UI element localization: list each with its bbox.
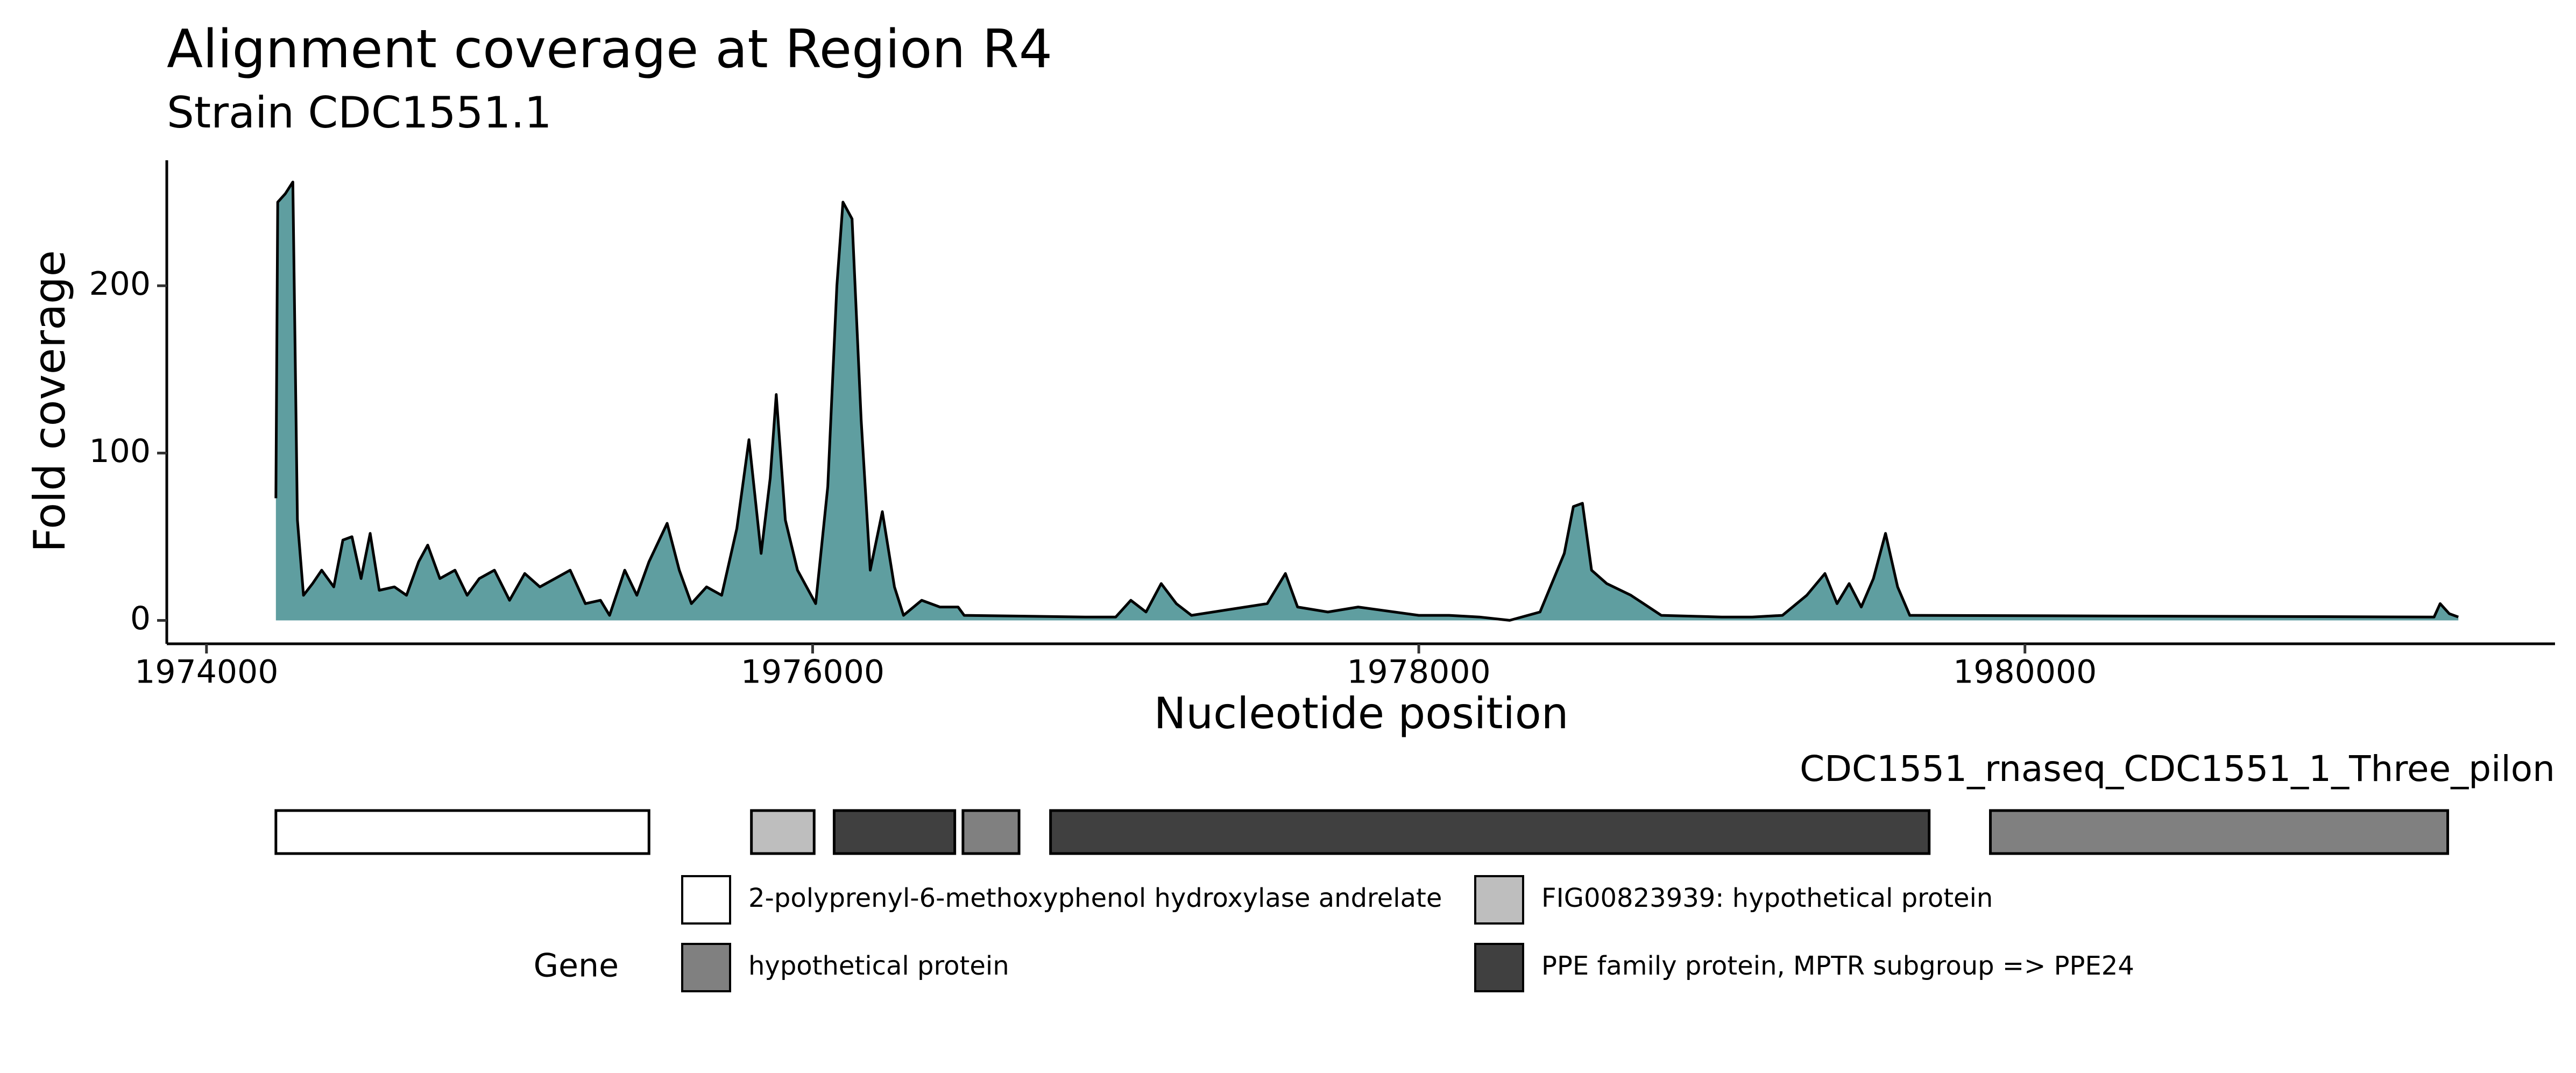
legend-label: PPE family protein, MPTR subgroup => PPE… bbox=[1541, 951, 2134, 981]
x-tick-label: 1978000 bbox=[1347, 653, 1490, 691]
legend-swatch bbox=[1474, 943, 1524, 992]
legend-swatch bbox=[681, 875, 731, 925]
y-tick-label: 0 bbox=[130, 600, 151, 637]
gene bbox=[750, 809, 816, 855]
legend-label: hypothetical protein bbox=[748, 951, 1009, 981]
y-axis-title: Fold coverage bbox=[25, 250, 75, 552]
x-tick-label: 1976000 bbox=[741, 653, 884, 691]
x-tick-label: 1974000 bbox=[135, 653, 278, 691]
x-axis-title: Nucleotide position bbox=[1154, 688, 1569, 738]
legend-swatch bbox=[681, 943, 731, 992]
gene bbox=[1049, 809, 1931, 855]
gene bbox=[1989, 809, 2450, 855]
y-tick-label: 100 bbox=[89, 432, 151, 470]
x-tick-label: 1980000 bbox=[1953, 653, 2097, 691]
legend-swatch bbox=[1474, 875, 1524, 925]
legend-title: Gene bbox=[534, 947, 619, 985]
track-label: CDC1551_rnaseq_CDC1551_1_Three_pilon bbox=[1800, 748, 2555, 790]
coverage-line bbox=[274, 180, 2459, 622]
legend-label: FIG00823939: hypothetical protein bbox=[1541, 883, 1993, 913]
gene bbox=[274, 809, 650, 855]
y-tick-label: 200 bbox=[89, 265, 151, 303]
gene bbox=[961, 809, 1021, 855]
chart-title: Alignment coverage at Region R4 bbox=[167, 19, 1052, 80]
gene bbox=[832, 809, 957, 855]
legend-label: 2-polyprenyl-6-methoxyphenol hydroxylase… bbox=[748, 883, 1442, 913]
area-fill bbox=[275, 182, 2459, 621]
chart-subtitle: Strain CDC1551.1 bbox=[167, 88, 552, 138]
